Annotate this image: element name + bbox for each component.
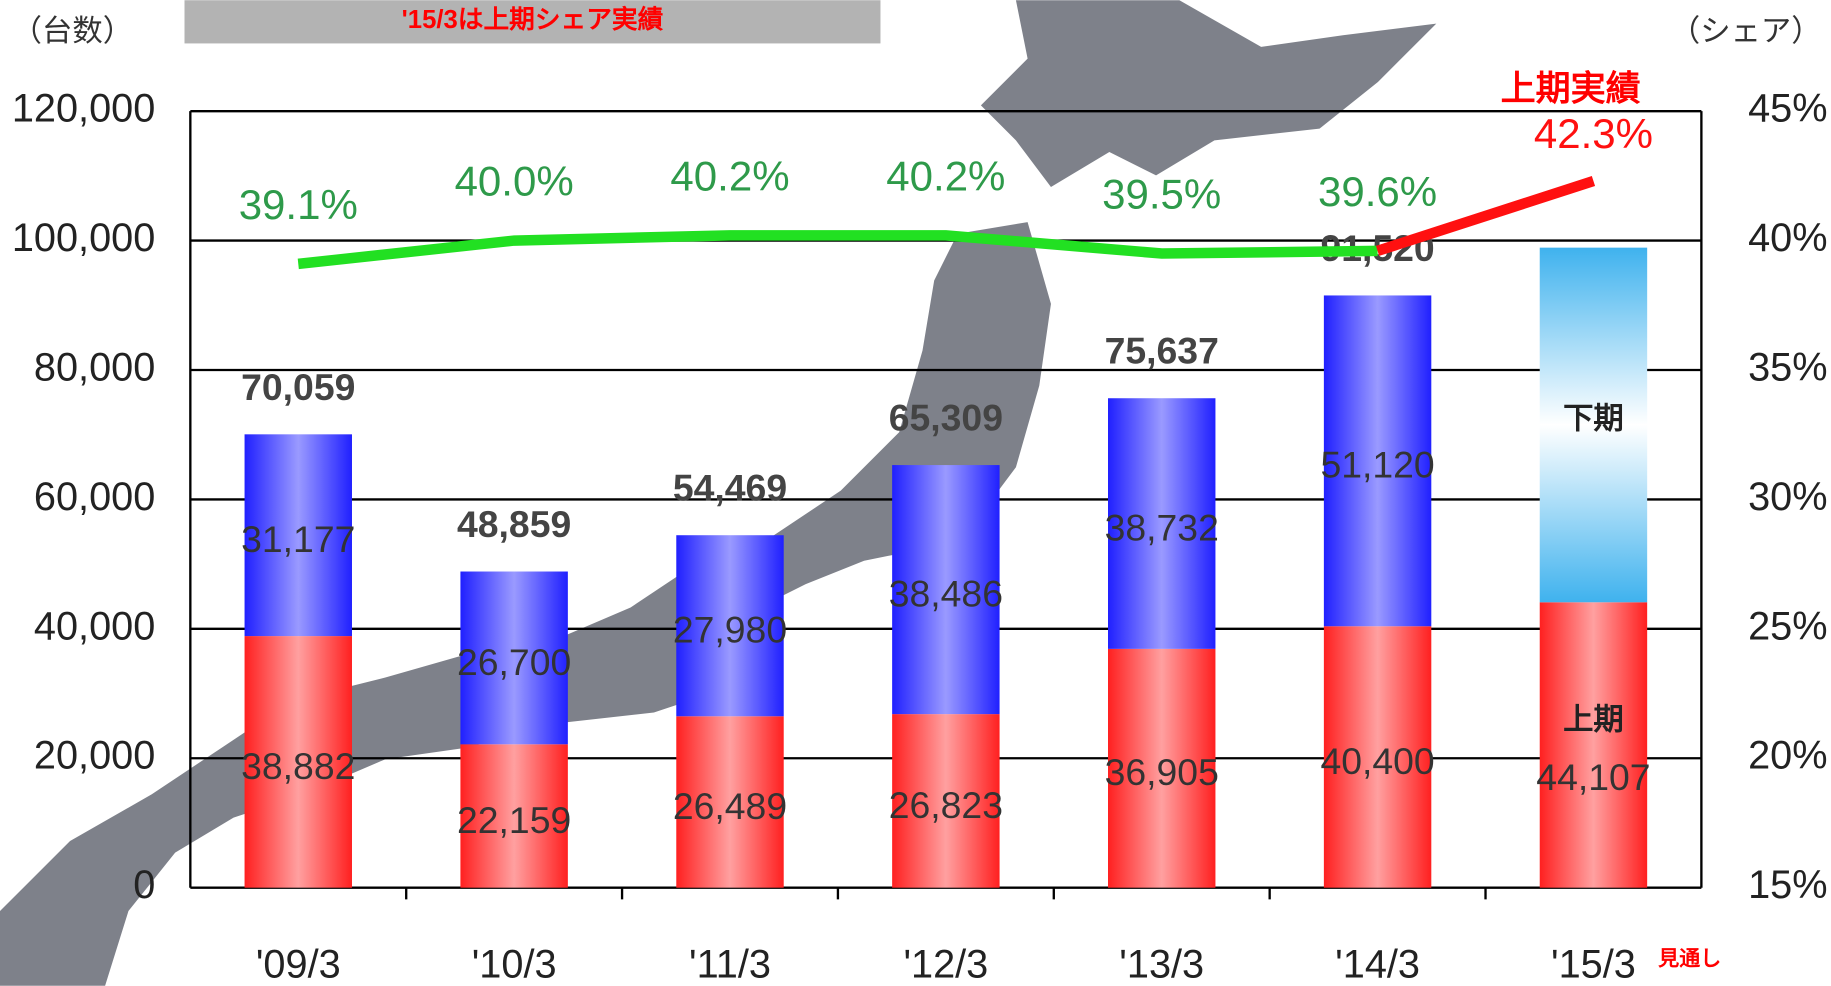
total-label: 48,859	[457, 503, 571, 545]
bar-segment	[676, 535, 784, 717]
segment-label: 51,120	[1320, 444, 1434, 486]
bar-segment	[892, 465, 1000, 715]
bar-segment	[460, 571, 568, 745]
segment-label: 26,489	[673, 785, 787, 827]
y2-tick-label: 20%	[1748, 734, 1827, 778]
y-tick-label: 0	[133, 863, 155, 907]
segment-label: 40,400	[1320, 740, 1434, 782]
bar-segment	[1539, 247, 1648, 603]
total-label: 75,637	[1105, 330, 1219, 372]
y2-tick-label: 45%	[1748, 87, 1827, 131]
bar-segment	[1108, 648, 1216, 888]
segment-label: 38,732	[1105, 506, 1219, 548]
share-line-actual	[1375, 176, 1596, 256]
share-label: 39.5%	[1102, 171, 1221, 218]
y-tick-label: 80,000	[34, 345, 155, 389]
y2-tick-label: 25%	[1748, 604, 1827, 648]
segment-label: 26,823	[889, 784, 1003, 826]
share-label: 40.2%	[886, 152, 1005, 199]
segment-label: 44,107	[1536, 756, 1650, 798]
y2-tick-label: 30%	[1748, 475, 1827, 519]
y2-tick-label: 40%	[1748, 216, 1827, 260]
x-tick-label: '09/3	[256, 943, 341, 986]
bar-segment	[1323, 626, 1432, 888]
total-label: 54,469	[673, 467, 787, 509]
legend-label: 下期	[1563, 401, 1624, 435]
segment-label: 38,486	[889, 572, 1003, 614]
x-tick-label: '14/3	[1335, 943, 1420, 986]
y2-axis-label: （シェア）	[1670, 15, 1822, 48]
segment-label: 31,177	[241, 518, 355, 560]
share-line	[297, 230, 1378, 270]
y2-tick-label: 35%	[1748, 345, 1827, 389]
banner-box	[184, 0, 881, 44]
legend-label: 上期	[1563, 703, 1624, 737]
bar-segment	[676, 716, 784, 888]
segment-label: 26,700	[457, 641, 571, 683]
share-label: 39.6%	[1318, 168, 1437, 215]
y-tick-label: 40,000	[34, 604, 155, 648]
share-label: 39.1%	[239, 181, 358, 228]
x-tick-label: '10/3	[472, 943, 557, 986]
share-label: 42.3%	[1534, 110, 1653, 157]
share-label: 40.2%	[670, 152, 789, 199]
bar-segment	[460, 744, 568, 888]
bar-segment	[1539, 602, 1648, 888]
x-tick-label: '15/3	[1551, 943, 1636, 986]
total-label: 70,059	[241, 366, 355, 408]
segment-label: 27,980	[673, 609, 787, 651]
segment-label: 22,159	[457, 799, 571, 841]
banner: '15/3は上期シェア実績	[402, 5, 664, 34]
y-tick-label: 120,000	[12, 87, 155, 131]
share-label: 40.0%	[455, 158, 574, 205]
x-tick-label: '13/3	[1119, 943, 1204, 986]
x-tick-label: '12/3	[903, 943, 988, 986]
y-tick-label: 60,000	[34, 475, 155, 519]
bar-segment	[244, 636, 352, 888]
bar-segment	[1108, 398, 1216, 649]
y-tick-label: 20,000	[34, 734, 155, 778]
total-label: 65,309	[889, 397, 1003, 439]
segment-label: 36,905	[1105, 751, 1219, 793]
y-axis-label: （台数）	[12, 14, 133, 48]
x-tick-label: '11/3	[689, 943, 771, 986]
bar-segment	[1323, 295, 1432, 627]
bar-segment	[892, 714, 1000, 888]
annotation: 上期実績	[1501, 70, 1641, 109]
forecast-note: 見通し	[1658, 948, 1721, 971]
bar-segment	[244, 434, 352, 637]
y2-tick-label: 15%	[1748, 863, 1827, 907]
y-tick-label: 100,000	[12, 216, 155, 260]
segment-label: 38,882	[241, 745, 355, 787]
